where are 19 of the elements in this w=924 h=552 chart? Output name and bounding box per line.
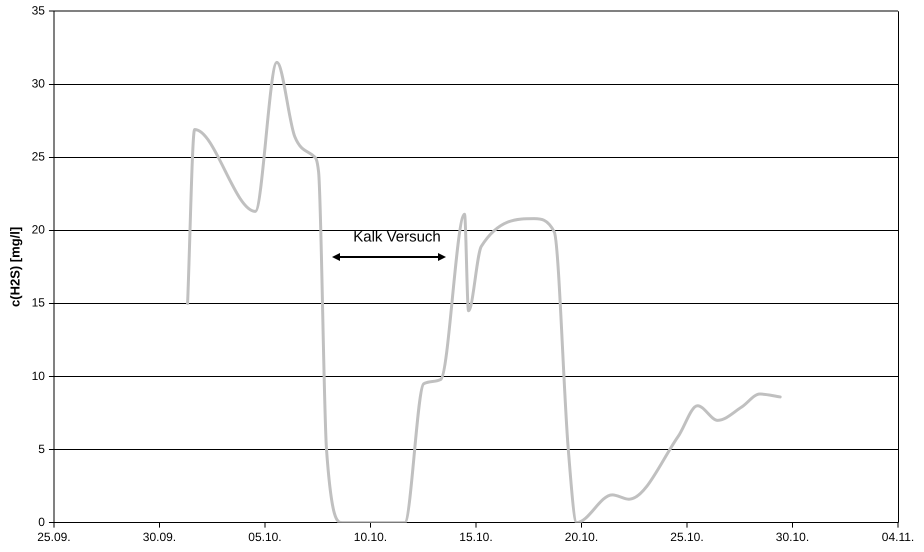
x-tick-label: 30.09. <box>142 530 176 544</box>
y-tick-label: 35 <box>32 4 46 18</box>
x-tick-label: 20.10. <box>564 530 598 544</box>
x-tick-label: 15.10. <box>459 530 493 544</box>
y-tick-label: 25 <box>32 150 46 164</box>
x-tick-label: 25.10. <box>670 530 704 544</box>
x-tick-label: 30.10. <box>776 530 810 544</box>
y-tick-label: 30 <box>32 76 46 91</box>
y-tick-label: 15 <box>32 296 46 310</box>
x-tick-label: 04.11. <box>882 530 914 544</box>
x-tick-label: 10.10. <box>354 530 388 544</box>
x-tick-label: 25.09. <box>37 530 71 544</box>
y-tick-label: 5 <box>38 442 46 456</box>
y-axis-title: c(H2S) [mg/l] <box>7 226 22 307</box>
y-tick-label: 10 <box>32 368 46 383</box>
x-tick-label: 05.10. <box>248 530 282 544</box>
y-tick-label: 20 <box>32 222 46 237</box>
y-tick-label: 0 <box>38 514 46 529</box>
annotation: Kalk Versuch <box>353 228 441 246</box>
